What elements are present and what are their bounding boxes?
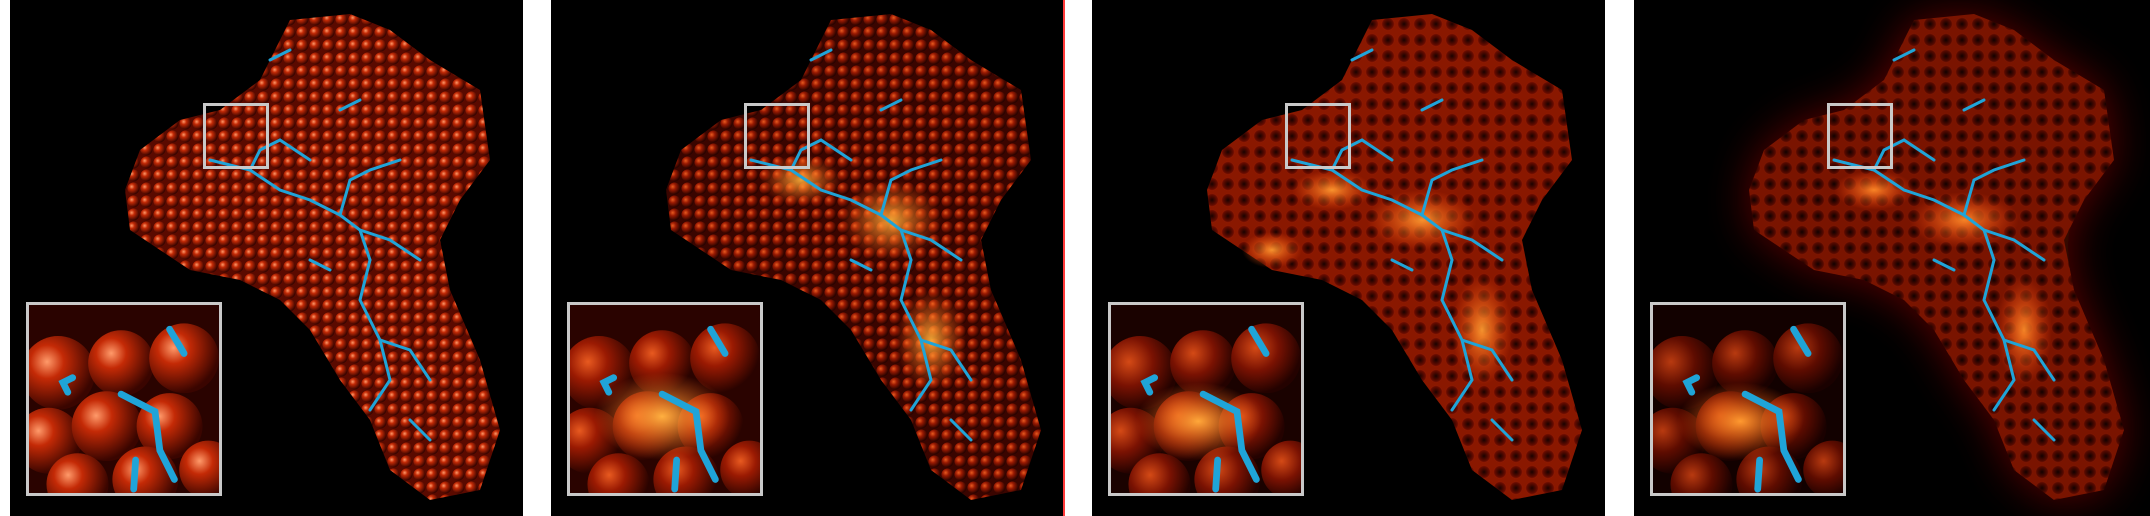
zoom-inset-render-3 [1111, 305, 1301, 493]
molecule-panel-4 [1634, 0, 2150, 516]
zoom-inset-2 [567, 302, 763, 496]
zoom-inset-render-4 [1653, 305, 1843, 493]
molecule-surface-render-1 [125, 14, 500, 500]
zoom-region-marker-3 [1285, 103, 1351, 169]
panel-separator-accent [1063, 0, 1065, 516]
zoom-inset-4 [1650, 302, 1846, 496]
molecule-surface-render-3 [1207, 14, 1582, 500]
molecule-surface-render-4 [1749, 14, 2124, 500]
zoom-inset-render-2 [570, 305, 760, 493]
zoom-region-marker-1 [203, 103, 269, 169]
zoom-inset-3 [1108, 302, 1304, 496]
molecule-surface-render-2 [666, 14, 1041, 500]
zoom-region-marker-2 [744, 103, 810, 169]
zoom-region-marker-4 [1827, 103, 1893, 169]
zoom-inset-render-1 [29, 305, 219, 493]
molecule-panel-3 [1092, 0, 1605, 516]
molecule-panel-1 [10, 0, 523, 516]
molecule-panel-2 [551, 0, 1063, 516]
zoom-inset-1 [26, 302, 222, 496]
